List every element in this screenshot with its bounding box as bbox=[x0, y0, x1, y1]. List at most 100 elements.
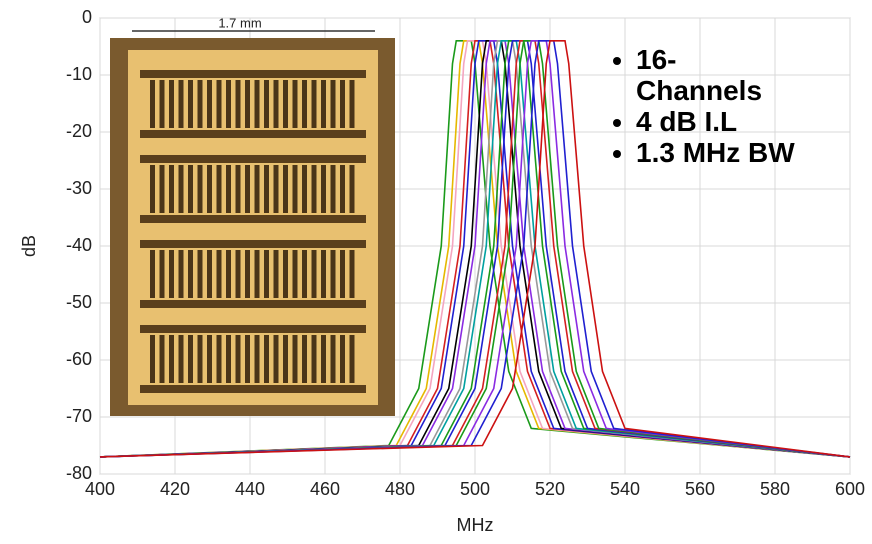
bus-bar bbox=[140, 385, 366, 393]
finger bbox=[207, 335, 212, 383]
bus-bar bbox=[140, 215, 366, 223]
x-tick-label: 560 bbox=[685, 479, 715, 499]
finger bbox=[150, 165, 155, 213]
finger bbox=[273, 80, 279, 128]
y-tick-label: -60 bbox=[66, 349, 92, 369]
finger bbox=[264, 335, 269, 383]
finger bbox=[235, 250, 241, 298]
y-tick-label: -20 bbox=[66, 121, 92, 141]
x-tick-label: 600 bbox=[835, 479, 865, 499]
finger bbox=[159, 80, 165, 128]
finger bbox=[264, 165, 269, 213]
finger bbox=[159, 335, 165, 383]
finger bbox=[178, 165, 184, 213]
y-axis-label: dB bbox=[19, 235, 39, 257]
x-tick-label: 480 bbox=[385, 479, 415, 499]
bus-bar bbox=[140, 300, 366, 308]
finger bbox=[207, 250, 212, 298]
finger bbox=[273, 250, 279, 298]
finger bbox=[311, 80, 317, 128]
annotations: 16- Channels4 dB I.L1.3 MHz BW bbox=[600, 44, 795, 168]
finger bbox=[245, 165, 250, 213]
finger bbox=[321, 165, 326, 213]
finger bbox=[235, 335, 241, 383]
finger bbox=[330, 80, 336, 128]
finger bbox=[264, 80, 269, 128]
finger bbox=[245, 335, 250, 383]
finger bbox=[321, 80, 326, 128]
finger bbox=[330, 165, 336, 213]
y-tick-label: -70 bbox=[66, 406, 92, 426]
y-tick-label: -50 bbox=[66, 292, 92, 312]
finger bbox=[302, 165, 307, 213]
y-tick-label: 0 bbox=[82, 7, 92, 27]
finger bbox=[292, 335, 298, 383]
finger bbox=[311, 250, 317, 298]
finger bbox=[302, 80, 307, 128]
finger bbox=[273, 335, 279, 383]
finger bbox=[254, 250, 260, 298]
finger bbox=[216, 165, 222, 213]
finger bbox=[226, 335, 231, 383]
finger bbox=[216, 250, 222, 298]
finger bbox=[150, 250, 155, 298]
finger bbox=[340, 80, 345, 128]
finger bbox=[197, 80, 203, 128]
finger bbox=[340, 335, 345, 383]
bus-bar bbox=[140, 240, 366, 248]
annotation: 4 dB I.L bbox=[636, 106, 795, 137]
finger bbox=[226, 250, 231, 298]
finger bbox=[264, 250, 269, 298]
finger bbox=[235, 80, 241, 128]
finger bbox=[292, 80, 298, 128]
finger bbox=[321, 335, 326, 383]
series-line bbox=[99, 40, 851, 458]
bus-bar bbox=[140, 70, 366, 78]
annotation: 1.3 MHz BW bbox=[636, 137, 795, 168]
y-tick-label: -80 bbox=[66, 463, 92, 483]
finger bbox=[197, 165, 203, 213]
finger bbox=[330, 335, 336, 383]
finger bbox=[169, 165, 174, 213]
x-tick-label: 440 bbox=[235, 479, 265, 499]
finger bbox=[207, 165, 212, 213]
finger bbox=[311, 165, 317, 213]
finger bbox=[216, 80, 222, 128]
finger bbox=[226, 80, 231, 128]
finger bbox=[178, 250, 184, 298]
finger bbox=[321, 250, 326, 298]
finger bbox=[283, 80, 288, 128]
finger bbox=[216, 335, 222, 383]
finger bbox=[188, 250, 193, 298]
y-tick-label: -30 bbox=[66, 178, 92, 198]
finger bbox=[311, 335, 317, 383]
finger bbox=[340, 250, 345, 298]
finger bbox=[283, 335, 288, 383]
finger bbox=[197, 335, 203, 383]
finger bbox=[150, 80, 155, 128]
finger bbox=[292, 250, 298, 298]
bus-bar bbox=[140, 325, 366, 333]
y-tick-label: -10 bbox=[66, 64, 92, 84]
x-tick-label: 580 bbox=[760, 479, 790, 499]
inset-label: 1.7 mm bbox=[218, 15, 261, 30]
finger bbox=[254, 80, 260, 128]
finger bbox=[254, 165, 260, 213]
finger bbox=[178, 335, 184, 383]
y-tick-label: -40 bbox=[66, 235, 92, 255]
finger bbox=[283, 250, 288, 298]
finger bbox=[169, 335, 174, 383]
inset-photo: 1.7 mm bbox=[110, 15, 395, 416]
finger bbox=[245, 250, 250, 298]
resonators bbox=[140, 70, 366, 393]
finger bbox=[283, 165, 288, 213]
finger bbox=[159, 250, 165, 298]
finger bbox=[349, 250, 355, 298]
x-tick-label: 540 bbox=[610, 479, 640, 499]
finger bbox=[188, 80, 193, 128]
finger bbox=[169, 80, 174, 128]
finger bbox=[207, 80, 212, 128]
series-line bbox=[99, 40, 851, 458]
